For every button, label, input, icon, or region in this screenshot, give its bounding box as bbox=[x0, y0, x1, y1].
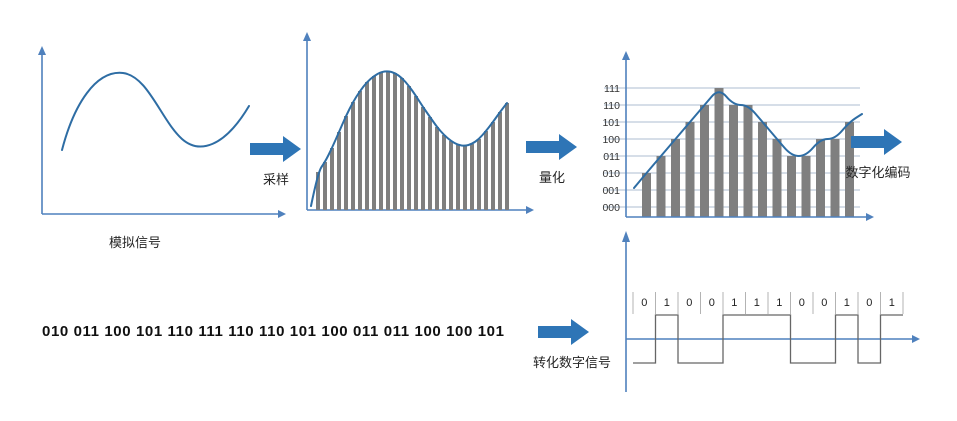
quant-level-label: 110 bbox=[603, 100, 620, 112]
quantization-arrow-icon bbox=[526, 134, 577, 160]
wave-bit-label: 0 bbox=[709, 297, 715, 309]
convert-digital-arrow-icon bbox=[538, 319, 589, 345]
quantization-level-labels: 111 110 101 100 011 010 001 000 bbox=[602, 83, 620, 214]
sample-bar bbox=[477, 139, 481, 210]
quant-bar bbox=[801, 156, 811, 217]
sample-bar bbox=[449, 141, 453, 210]
quant-bar bbox=[700, 105, 709, 217]
square-wave-path bbox=[633, 314, 903, 364]
sample-bar bbox=[442, 135, 446, 210]
quant-level-label: 111 bbox=[604, 83, 620, 95]
sample-bar bbox=[337, 132, 341, 210]
quant-level-label: 000 bbox=[602, 202, 620, 214]
quant-level-label: 001 bbox=[602, 185, 620, 197]
quant-bar bbox=[758, 122, 767, 217]
sample-bar bbox=[330, 148, 334, 210]
sampled-signal-panel bbox=[303, 32, 534, 214]
sample-bar bbox=[372, 76, 376, 210]
sample-bar bbox=[316, 172, 320, 210]
sample-bar bbox=[421, 107, 425, 210]
sample-bar bbox=[379, 72, 383, 210]
sample-bar bbox=[463, 146, 467, 210]
quant-bar bbox=[656, 156, 666, 217]
quant-bar bbox=[685, 122, 695, 217]
quantized-curve bbox=[633, 91, 863, 189]
sampling-label: 采样 bbox=[262, 172, 289, 187]
digital-encoding-label: 数字化编码 bbox=[845, 165, 911, 180]
sample-bars-group bbox=[316, 71, 509, 210]
sampling-arrow-icon bbox=[250, 136, 301, 162]
quant-level-label: 010 bbox=[602, 168, 620, 180]
sample-bar bbox=[407, 86, 411, 210]
wave-bit-label: 0 bbox=[641, 297, 647, 309]
sample-bar bbox=[365, 82, 369, 210]
quant-bar bbox=[714, 88, 724, 217]
y-axis-arrowhead-icon bbox=[38, 46, 46, 55]
wave-bit-label: 1 bbox=[776, 297, 782, 309]
x-axis-arrowhead-icon bbox=[278, 210, 286, 218]
digital-wave-panel: 0 1 0 0 1 1 1 0 0 1 0 1 bbox=[622, 231, 920, 392]
y-axis-arrowhead-icon bbox=[303, 32, 311, 41]
quant-bar bbox=[743, 105, 753, 217]
analog-signal-panel bbox=[38, 46, 286, 218]
quant-level-label: 100 bbox=[602, 134, 620, 146]
y-axis-arrowhead-icon bbox=[622, 231, 630, 242]
analog-signal-label: 模拟信号 bbox=[108, 235, 161, 250]
sample-bar bbox=[484, 131, 488, 210]
quant-bar bbox=[729, 105, 738, 217]
encoded-binary-string: 010 011 100 101 110 111 110 110 101 100 … bbox=[42, 323, 505, 340]
sample-bar bbox=[456, 145, 460, 210]
quantized-signal-panel: 111 110 101 100 011 010 001 000 bbox=[602, 51, 874, 221]
quant-bar bbox=[671, 139, 680, 217]
wave-bit-label: 1 bbox=[889, 297, 895, 309]
sample-bar bbox=[428, 117, 432, 210]
digital-encoding-arrow-icon bbox=[851, 129, 902, 155]
bit-labels-group: 0 1 0 0 1 1 1 0 0 1 0 1 bbox=[641, 297, 895, 309]
sample-bar bbox=[414, 96, 418, 210]
analog-curve bbox=[61, 71, 250, 151]
sampled-curve bbox=[310, 70, 508, 207]
wave-bit-label: 0 bbox=[821, 297, 827, 309]
sample-bar bbox=[358, 91, 362, 210]
y-axis-arrowhead-icon bbox=[622, 51, 630, 60]
sample-bar bbox=[435, 127, 439, 210]
quant-bar bbox=[816, 139, 825, 217]
sample-bar bbox=[386, 71, 390, 210]
quant-bar bbox=[830, 139, 840, 217]
convert-digital-label: 转化数字信号 bbox=[532, 355, 611, 370]
sample-bar bbox=[491, 122, 495, 210]
wave-bit-label: 0 bbox=[866, 297, 872, 309]
wave-bit-label: 1 bbox=[664, 297, 670, 309]
quant-bar bbox=[787, 156, 796, 217]
sample-bar bbox=[351, 102, 355, 210]
quant-bar bbox=[845, 122, 854, 217]
sample-bar bbox=[505, 103, 509, 210]
quantized-bars-group bbox=[642, 88, 854, 217]
wave-bit-label: 1 bbox=[844, 297, 850, 309]
wave-bit-label: 0 bbox=[799, 297, 805, 309]
x-axis-arrowhead-icon bbox=[526, 206, 534, 214]
sample-bar bbox=[344, 116, 348, 210]
quant-level-label: 011 bbox=[603, 151, 620, 163]
bit-separators-group bbox=[632, 292, 904, 314]
wave-bit-label: 1 bbox=[731, 297, 737, 309]
quant-level-label: 101 bbox=[602, 117, 620, 129]
x-axis-arrowhead-icon bbox=[912, 335, 920, 343]
quantization-label: 量化 bbox=[538, 170, 565, 185]
quant-bar bbox=[772, 139, 782, 217]
wave-bit-label: 1 bbox=[754, 297, 760, 309]
sample-bar bbox=[393, 73, 397, 210]
sample-bar bbox=[400, 78, 404, 210]
sample-bar bbox=[470, 144, 474, 210]
quant-bar bbox=[642, 173, 651, 217]
sample-bar bbox=[498, 112, 502, 210]
x-axis-arrowhead-icon bbox=[866, 213, 874, 221]
wave-bit-label: 0 bbox=[686, 297, 692, 309]
sample-bar bbox=[323, 162, 327, 210]
